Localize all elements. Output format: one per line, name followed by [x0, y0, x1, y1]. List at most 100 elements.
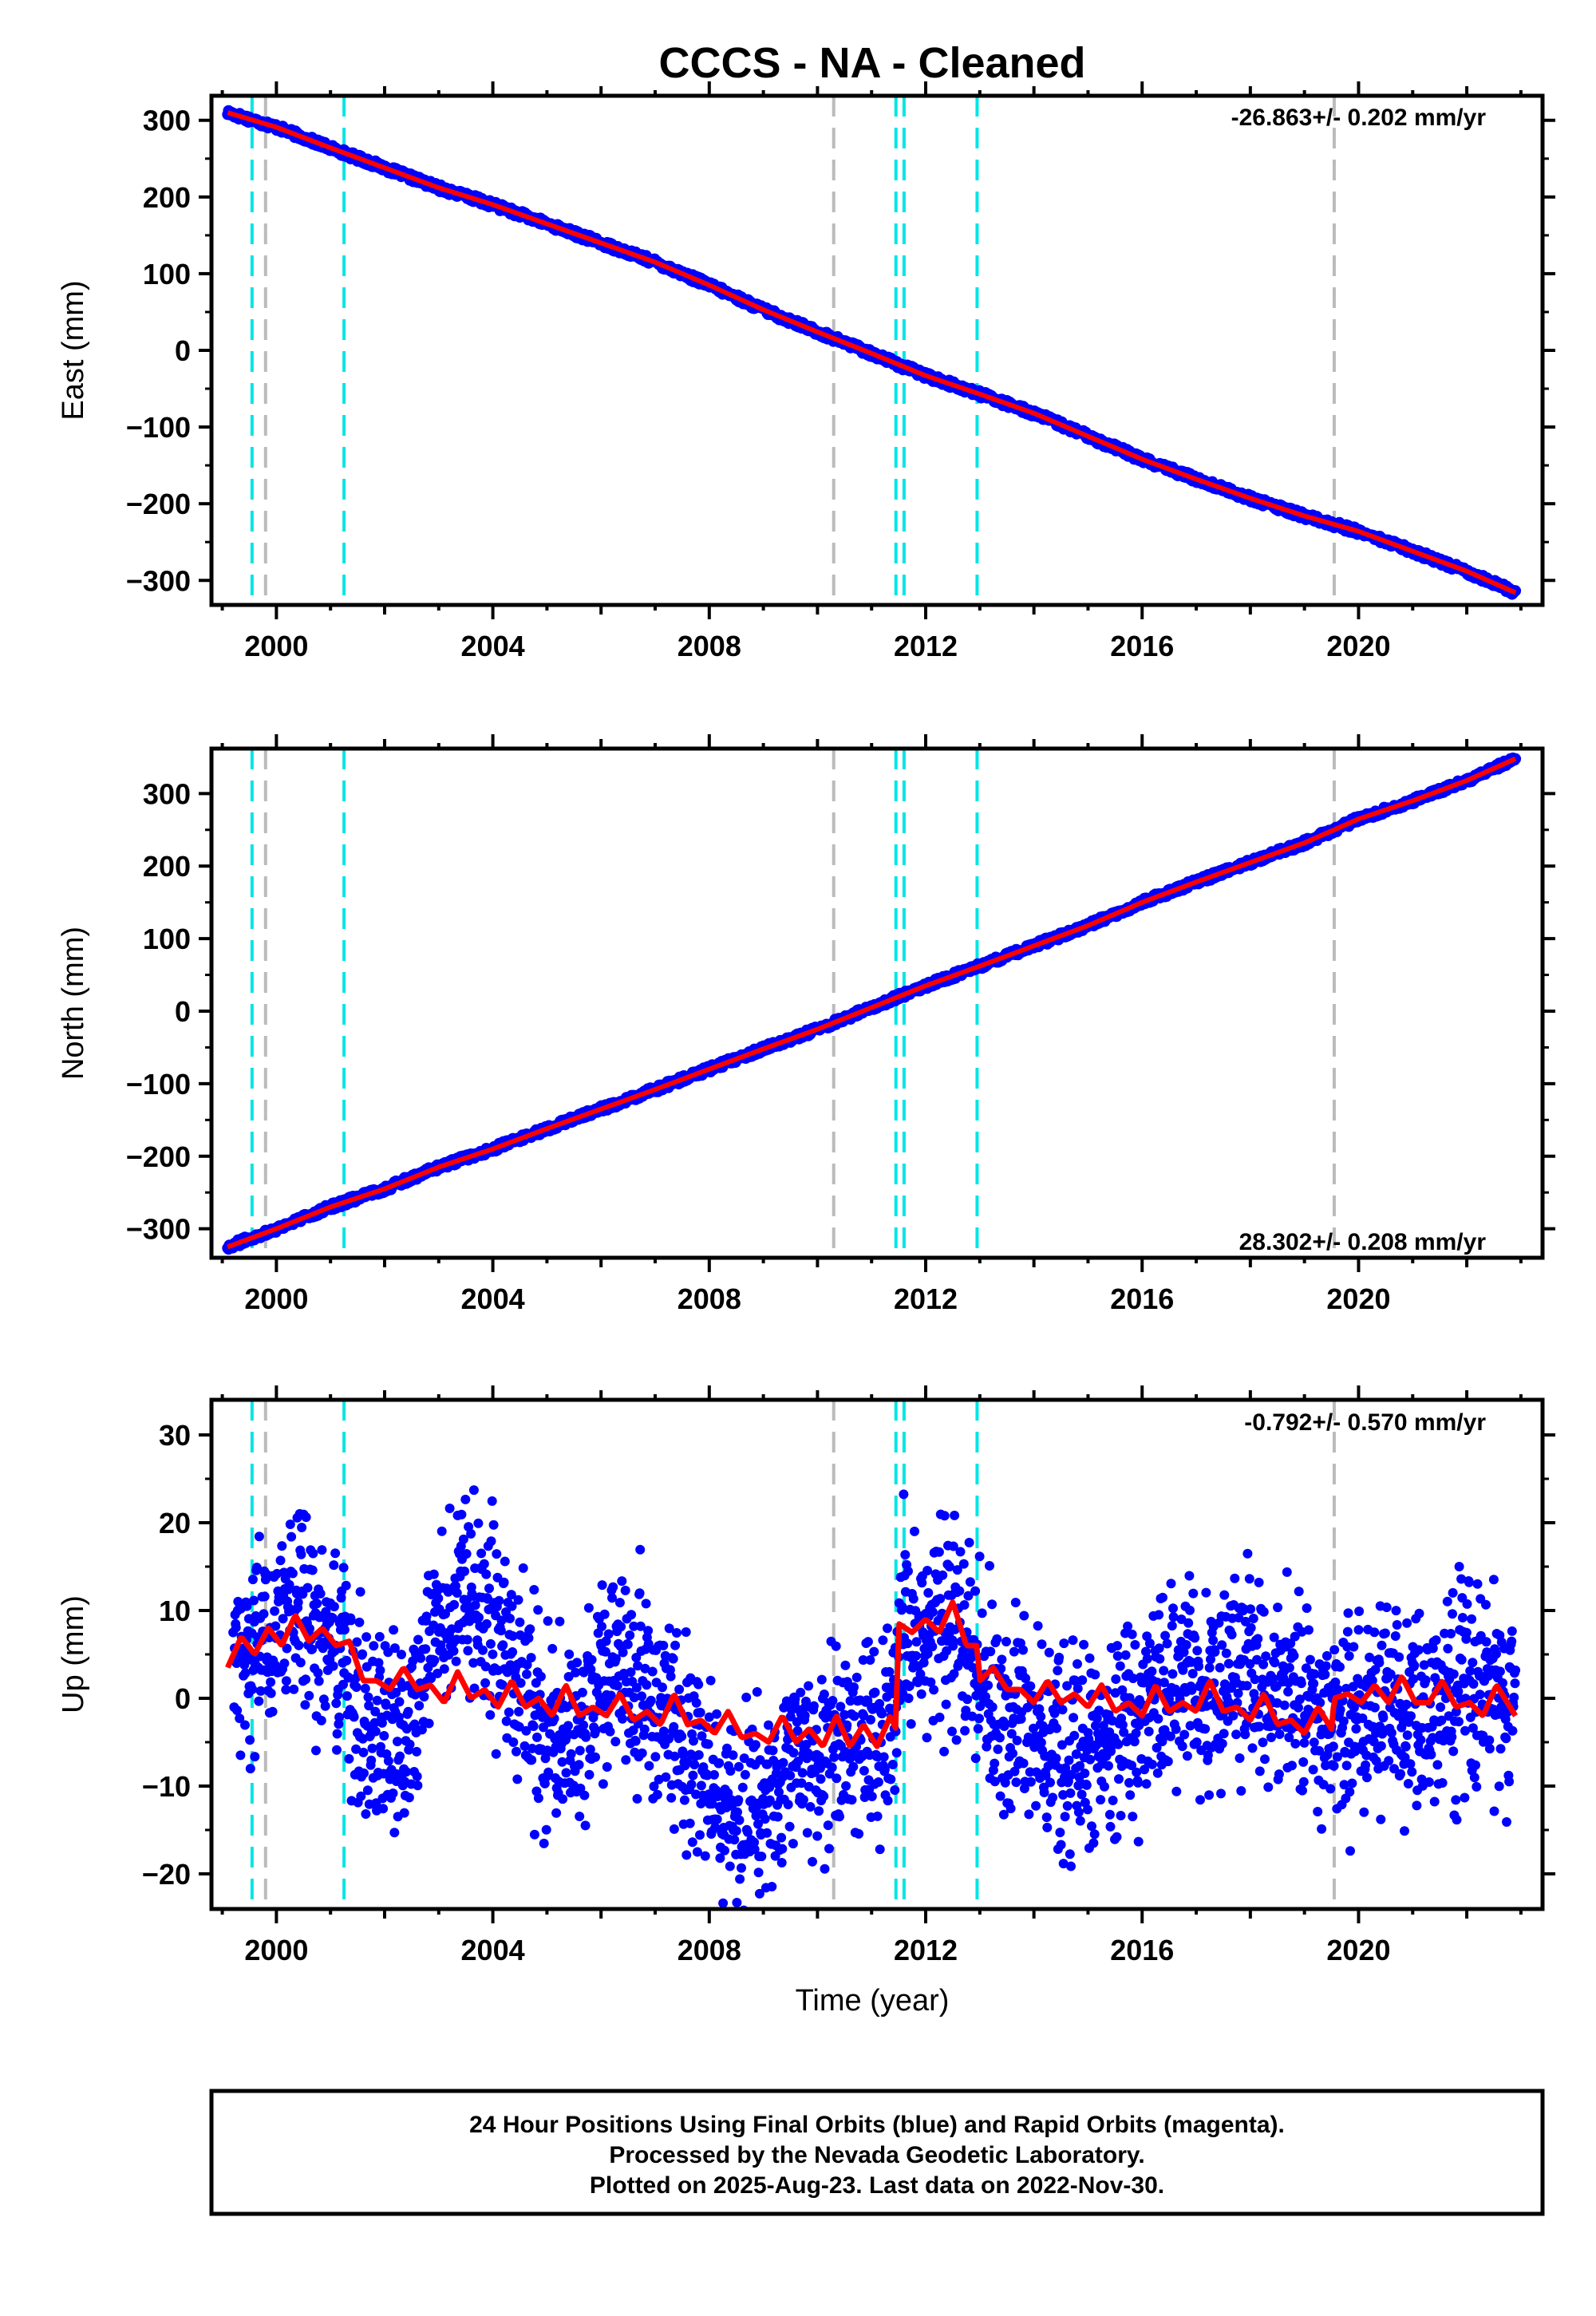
up-data-point — [378, 1804, 389, 1814]
up-data-point — [470, 1600, 480, 1611]
up-data-point — [1065, 1788, 1076, 1798]
up-data-point — [480, 1662, 491, 1672]
up-data-point — [364, 1701, 374, 1711]
up-data-point — [793, 1757, 804, 1767]
up-data-point — [875, 1698, 885, 1709]
up-data-point — [1055, 1828, 1065, 1838]
up-data-point — [1058, 1790, 1069, 1800]
up-data-point — [626, 1667, 636, 1678]
up-data-point — [644, 1761, 654, 1771]
up-data-point — [792, 1725, 803, 1736]
east-ytick-label: 200 — [143, 181, 191, 214]
up-data-point — [774, 1787, 784, 1797]
up-data-point — [1087, 1821, 1096, 1832]
up-data-point — [688, 1770, 698, 1780]
up-data-point — [879, 1765, 890, 1775]
up-data-point — [934, 1712, 945, 1722]
east-frame — [209, 93, 1545, 607]
up-data-point — [281, 1676, 291, 1686]
up-data-point — [614, 1598, 625, 1608]
up-data-point — [625, 1630, 635, 1640]
up-data-point — [836, 1701, 846, 1712]
east-xtick-label: 2008 — [678, 630, 741, 662]
up-data-point — [575, 1812, 585, 1821]
up-data-point — [351, 1744, 361, 1754]
up-data-point — [950, 1624, 960, 1634]
up-data-point — [564, 1649, 575, 1659]
up-data-point — [526, 1653, 536, 1663]
up-data-point — [670, 1640, 681, 1650]
up-data-point — [1042, 1822, 1053, 1832]
up-data-point — [575, 1783, 586, 1793]
up-data-point — [361, 1809, 371, 1819]
up-data-point — [832, 1773, 842, 1784]
up-data-point — [841, 1780, 851, 1791]
north-xtick-label: 2008 — [678, 1282, 741, 1315]
north-rate-label: 28.302+/- 0.208 mm/yr — [1239, 1229, 1487, 1255]
up-data-point — [685, 1818, 695, 1828]
up-data-point — [397, 1650, 406, 1660]
up-data-point — [528, 1721, 539, 1731]
up-data-point — [939, 1746, 950, 1757]
up-data-point — [448, 1646, 459, 1656]
up-data-point — [958, 1559, 969, 1569]
up-data-point — [275, 1555, 286, 1566]
up-data-point — [315, 1588, 326, 1599]
up-data-point — [279, 1658, 290, 1669]
up-data-point — [485, 1638, 496, 1649]
east-ytick-label: 100 — [143, 258, 191, 290]
up-data-point — [903, 1694, 914, 1703]
up-data-point — [737, 1782, 748, 1792]
up-data-point — [362, 1785, 373, 1796]
up-data-point — [543, 1767, 554, 1777]
north-clipped — [222, 749, 1522, 1258]
up-data-point — [370, 1726, 381, 1737]
up-data-point — [603, 1629, 614, 1639]
up-data-point — [631, 1653, 642, 1662]
up-data-point — [563, 1672, 574, 1682]
up-data-point — [239, 1660, 250, 1670]
up-data-point — [399, 1808, 409, 1818]
up-data-point — [294, 1640, 304, 1650]
up-data-point — [734, 1815, 745, 1825]
up-data-point — [863, 1637, 873, 1647]
up-data-point — [788, 1748, 799, 1758]
up-data-point — [906, 1719, 916, 1729]
up-data-point — [242, 1601, 252, 1611]
up-data-point — [487, 1496, 497, 1506]
up-data-point — [1009, 1646, 1019, 1657]
up-data-point — [963, 1591, 974, 1601]
up-data-point — [752, 1687, 762, 1697]
up-data-point — [776, 1832, 787, 1843]
up-data-point — [804, 1681, 814, 1691]
up-data-point — [631, 1682, 642, 1693]
up-data-point — [458, 1534, 468, 1544]
up-data-point — [1036, 1711, 1046, 1721]
up-data-point — [1001, 1637, 1011, 1646]
up-data-point — [696, 1780, 706, 1791]
up-data-point — [305, 1623, 314, 1634]
up-data-point — [1081, 1780, 1092, 1790]
up-data-point — [598, 1779, 608, 1789]
up-data-point — [403, 1706, 413, 1717]
up-data-point — [533, 1793, 543, 1804]
up-data-point — [514, 1721, 524, 1732]
up-data-point — [254, 1696, 264, 1706]
up-data-point — [488, 1520, 499, 1530]
north-xtick-label: 2012 — [894, 1282, 958, 1315]
up-data-point — [849, 1682, 859, 1692]
up-data-point — [1096, 1795, 1106, 1805]
up-data-point — [508, 1647, 518, 1657]
up-data-point — [429, 1569, 439, 1579]
up-data-point — [973, 1724, 983, 1734]
north-xtick-label: 2000 — [244, 1282, 308, 1315]
up-data-point — [772, 1812, 783, 1822]
east-ytick-label: 300 — [143, 105, 191, 137]
up-data-point — [295, 1658, 306, 1668]
up-data-point — [421, 1611, 432, 1622]
up-data-point — [649, 1781, 659, 1792]
up-data-point — [516, 1678, 526, 1688]
up-data-point — [760, 1814, 770, 1824]
up-data-point — [366, 1755, 377, 1765]
up-data-point — [331, 1698, 342, 1709]
